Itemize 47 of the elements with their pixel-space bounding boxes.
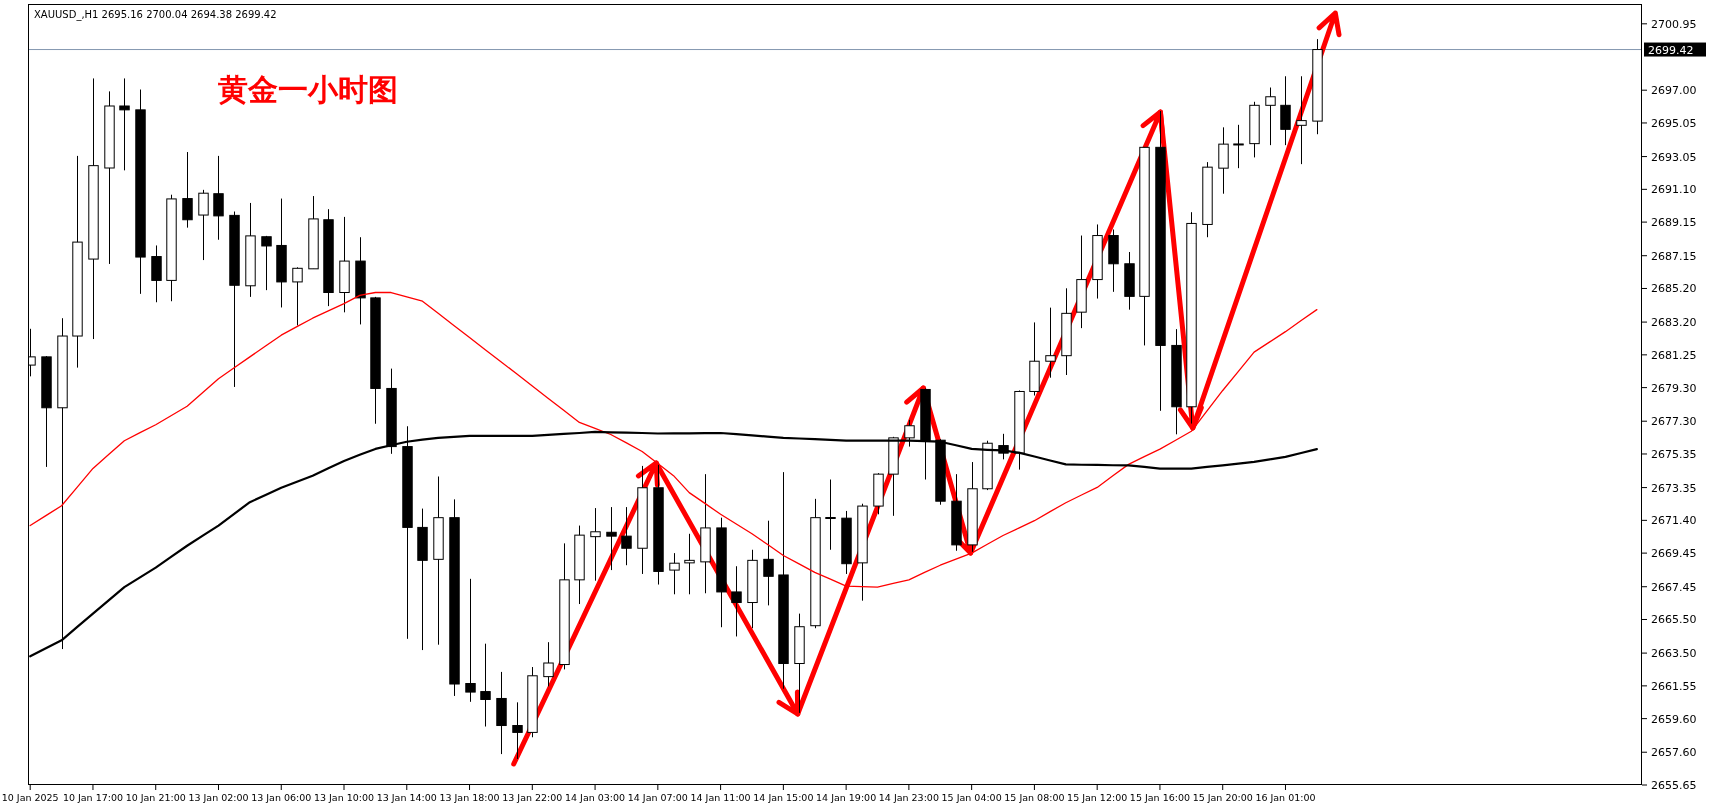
text: 黄金一小时图	[218, 73, 398, 106]
x-tick-label: 14 Jan 23:00	[878, 792, 939, 803]
y-tick-label: 2687.15	[1651, 249, 1697, 263]
x-tick-label: 10 Jan 21:00	[125, 792, 186, 803]
x-tick-label: 13 Jan 06:00	[251, 792, 312, 803]
x-tick-label: 14 Jan 15:00	[753, 792, 814, 803]
y-tick-label: 2667.45	[1651, 580, 1697, 594]
y-tick-label: 2655.65	[1651, 779, 1697, 792]
y-tick-label: 2677.30	[1651, 415, 1697, 429]
ref-line-label: 2699.42	[1648, 43, 1694, 57]
y-tick-label: 2691.10	[1651, 183, 1697, 197]
x-tick-label: 15 Jan 20:00	[1192, 792, 1253, 803]
y-tick-label: 2659.60	[1651, 712, 1697, 726]
y-tick-label: 2697.00	[1651, 84, 1697, 98]
y-tick-label: 2693.05	[1651, 150, 1697, 164]
x-tick-label: 14 Jan 19:00	[816, 792, 877, 803]
y-tick-label: 2681.25	[1651, 348, 1697, 362]
y-tick-label: 2657.60	[1651, 746, 1697, 760]
y-tick-label: 2665.50	[1651, 613, 1697, 627]
x-tick-label: 15 Jan 04:00	[941, 792, 1002, 803]
x-tick-label: 13 Jan 22:00	[502, 792, 563, 803]
y-tick-label: 2700.95	[1651, 17, 1697, 31]
x-tick-label: 15 Jan 12:00	[1067, 792, 1128, 803]
annotation: XAUUSD_,H1 2695.16 2700.04 2694.38 2699.42	[34, 9, 277, 21]
x-tick-label: 14 Jan 07:00	[627, 792, 688, 803]
x-tick-label: 14 Jan 11:00	[690, 792, 751, 803]
y-tick-label: 2669.45	[1651, 547, 1697, 561]
x-tick-label: 13 Jan 10:00	[313, 792, 375, 803]
x-tick-label: 16 Jan 01:00	[1255, 792, 1316, 803]
x-tick-label: 13 Jan 02:00	[188, 792, 249, 803]
y-tick-label: 2661.55	[1651, 679, 1697, 693]
y-tick-label: 2675.35	[1651, 447, 1697, 461]
x-tick-label: 13 Jan 18:00	[439, 792, 500, 803]
x-tick-label: 10 Jan 2025	[1, 792, 59, 803]
x-tick-label: 13 Jan 14:00	[376, 792, 437, 803]
x-tick-label: 15 Jan 16:00	[1129, 792, 1191, 803]
y-tick-label: 2671.40	[1651, 514, 1697, 528]
y-tick-label: 2695.05	[1651, 116, 1697, 130]
x-tick-label: 15 Jan 08:00	[1004, 792, 1065, 803]
y-tick-label: 2685.20	[1651, 282, 1697, 296]
y-tick-label: 2663.50	[1651, 647, 1697, 661]
x-tick-label: 14 Jan 03:00	[564, 792, 626, 803]
x-tick-label: 10 Jan 17:00	[62, 792, 124, 803]
y-tick-label: 2673.35	[1651, 481, 1697, 495]
y-tick-label: 2689.15	[1651, 216, 1697, 230]
y-tick-label: 2683.20	[1651, 316, 1697, 330]
y-tick-label: 2679.30	[1651, 381, 1697, 395]
